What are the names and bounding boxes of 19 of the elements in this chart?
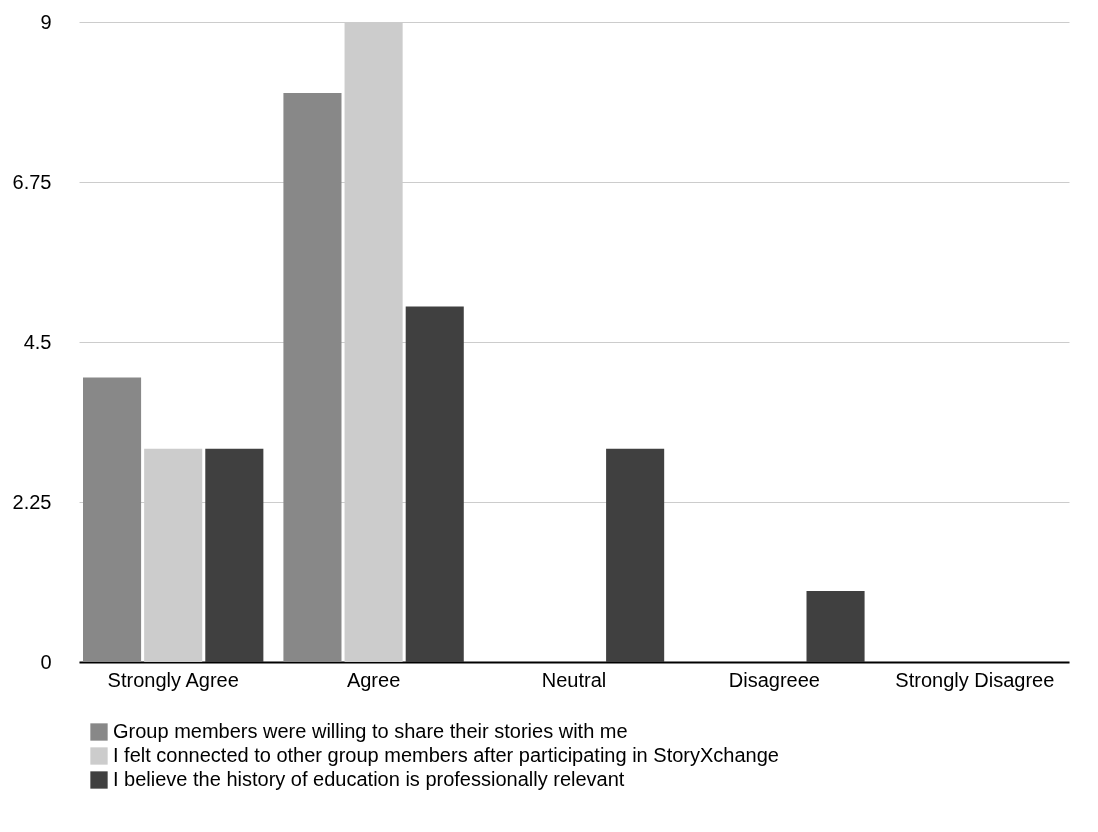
bar <box>606 448 665 662</box>
x-tick-label: Agree <box>346 668 401 691</box>
y-tick-label: 2.25 <box>12 490 52 513</box>
y-tick-label: 9 <box>40 10 52 33</box>
legend-label: I believe the history of education is professionally relevant <box>113 768 625 790</box>
bar <box>405 306 464 662</box>
x-tick-label: Strongly Disagree <box>895 668 1055 691</box>
legend-label: I felt connected to other group members after participating in StoryXchange <box>113 744 779 766</box>
y-tick-label: 6.75 <box>12 170 52 193</box>
y-tick-label: 4.5 <box>23 330 52 353</box>
bar <box>83 377 142 662</box>
x-tick-label: Disagreee <box>728 668 820 691</box>
bar <box>205 448 264 662</box>
x-tick-label: Strongly Agree <box>107 668 239 691</box>
legend-label: Group members were willing to share their stories with me <box>113 720 628 742</box>
x-tick-label: Neutral <box>541 668 607 691</box>
y-tick-label: 0 <box>40 650 52 673</box>
bar <box>806 590 865 662</box>
bar <box>283 93 342 662</box>
